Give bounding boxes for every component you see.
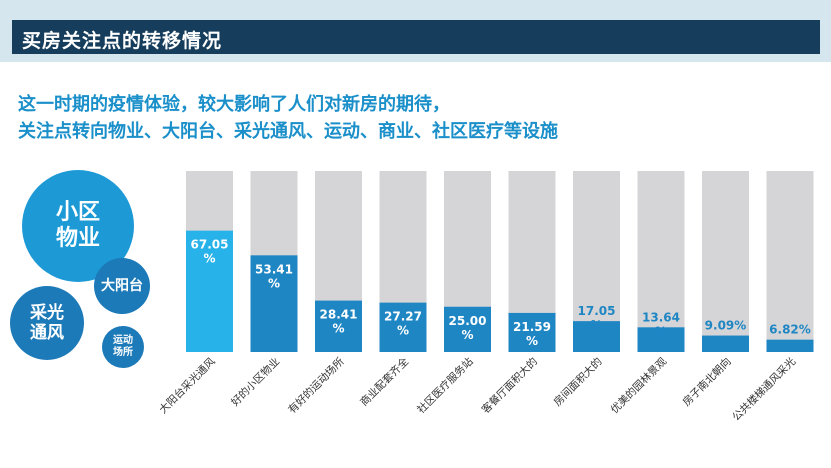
data-label: 25.00%: [449, 314, 487, 342]
bar: [508, 312, 556, 352]
category-label: 好的小区物业: [228, 355, 282, 409]
bubble-balcony-label: 大阳台: [101, 277, 143, 294]
bar: [250, 255, 298, 352]
data-label: 6.82%: [769, 323, 811, 337]
bar: [186, 230, 233, 352]
bar: [379, 302, 427, 352]
bar: [702, 335, 749, 352]
category-label: 社区医疗服务站: [414, 355, 476, 417]
category-label: 客餐厅面积大的: [479, 355, 540, 416]
category-label: 房子南北朝向: [680, 355, 734, 409]
subtitle-line-2: 关注点转向物业、大阳台、采光通风、运动、商业、社区医疗等设施: [18, 121, 558, 142]
bubble-light-ventilation: 采光 通风: [10, 286, 84, 360]
category-label: 大阳台采光通风: [156, 355, 218, 417]
bar: [444, 306, 491, 352]
bubble-balcony: 大阳台: [94, 258, 150, 314]
category-label: 公共楼梯通风采光: [730, 355, 799, 424]
category-label: 优美的园林景观: [608, 355, 670, 417]
bar-track: [766, 171, 814, 352]
page-title: 买房关注点的转移情况: [22, 30, 223, 52]
data-label: 53.41%: [255, 262, 293, 290]
bar: [766, 339, 814, 352]
bar-track: [702, 171, 749, 352]
bar: [637, 327, 685, 352]
bubble-sports-label: 运动 场所: [113, 335, 133, 358]
bar-track: [637, 171, 685, 352]
data-label: 27.27%: [384, 310, 422, 338]
bar: [573, 321, 620, 352]
bubble-property-label: 小区 物业: [55, 199, 100, 251]
category-label: 房间面积大的: [551, 355, 605, 409]
title-bar: 买房关注点的转移情况: [12, 20, 820, 54]
data-label: 28.41%: [320, 308, 358, 336]
bubble-sports: 运动 场所: [102, 326, 144, 368]
subtitle-line-1: 这一时期的疫情体验，较大影响了人们对新房的期待，: [18, 94, 450, 115]
data-label: 13.64%: [642, 310, 680, 338]
data-label: 17.05%: [578, 304, 616, 332]
category-label: 商业配套齐全: [357, 355, 411, 409]
data-label: 67.05%: [191, 238, 229, 266]
bubble-light-ventilation-label: 采光 通风: [30, 302, 64, 343]
data-label: 9.09%: [705, 319, 747, 333]
bar: [315, 300, 362, 352]
data-label: 21.59%: [513, 320, 551, 348]
category-label: 有好的运动场所: [285, 355, 347, 417]
